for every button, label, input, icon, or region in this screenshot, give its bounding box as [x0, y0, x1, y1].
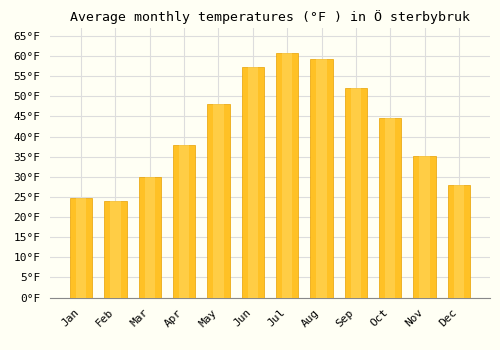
- Bar: [248, 68, 258, 298]
- Bar: [385, 118, 395, 297]
- Bar: [276, 53, 298, 298]
- Bar: [448, 185, 470, 298]
- Bar: [379, 118, 402, 297]
- Bar: [242, 68, 264, 298]
- Bar: [104, 201, 126, 298]
- Bar: [145, 177, 155, 298]
- Bar: [179, 145, 189, 298]
- Bar: [316, 60, 326, 298]
- Bar: [70, 198, 92, 298]
- Bar: [214, 104, 224, 298]
- Bar: [414, 156, 436, 298]
- Bar: [351, 88, 361, 298]
- Bar: [420, 156, 430, 298]
- Title: Average monthly temperatures (°F ) in Ö sterbybruk: Average monthly temperatures (°F ) in Ö …: [70, 10, 470, 24]
- Bar: [173, 145, 196, 298]
- Bar: [138, 177, 161, 298]
- Bar: [76, 198, 86, 298]
- Bar: [344, 88, 367, 298]
- Bar: [110, 201, 120, 298]
- Bar: [282, 53, 292, 298]
- Bar: [208, 104, 230, 298]
- Bar: [454, 185, 464, 298]
- Bar: [310, 60, 332, 298]
